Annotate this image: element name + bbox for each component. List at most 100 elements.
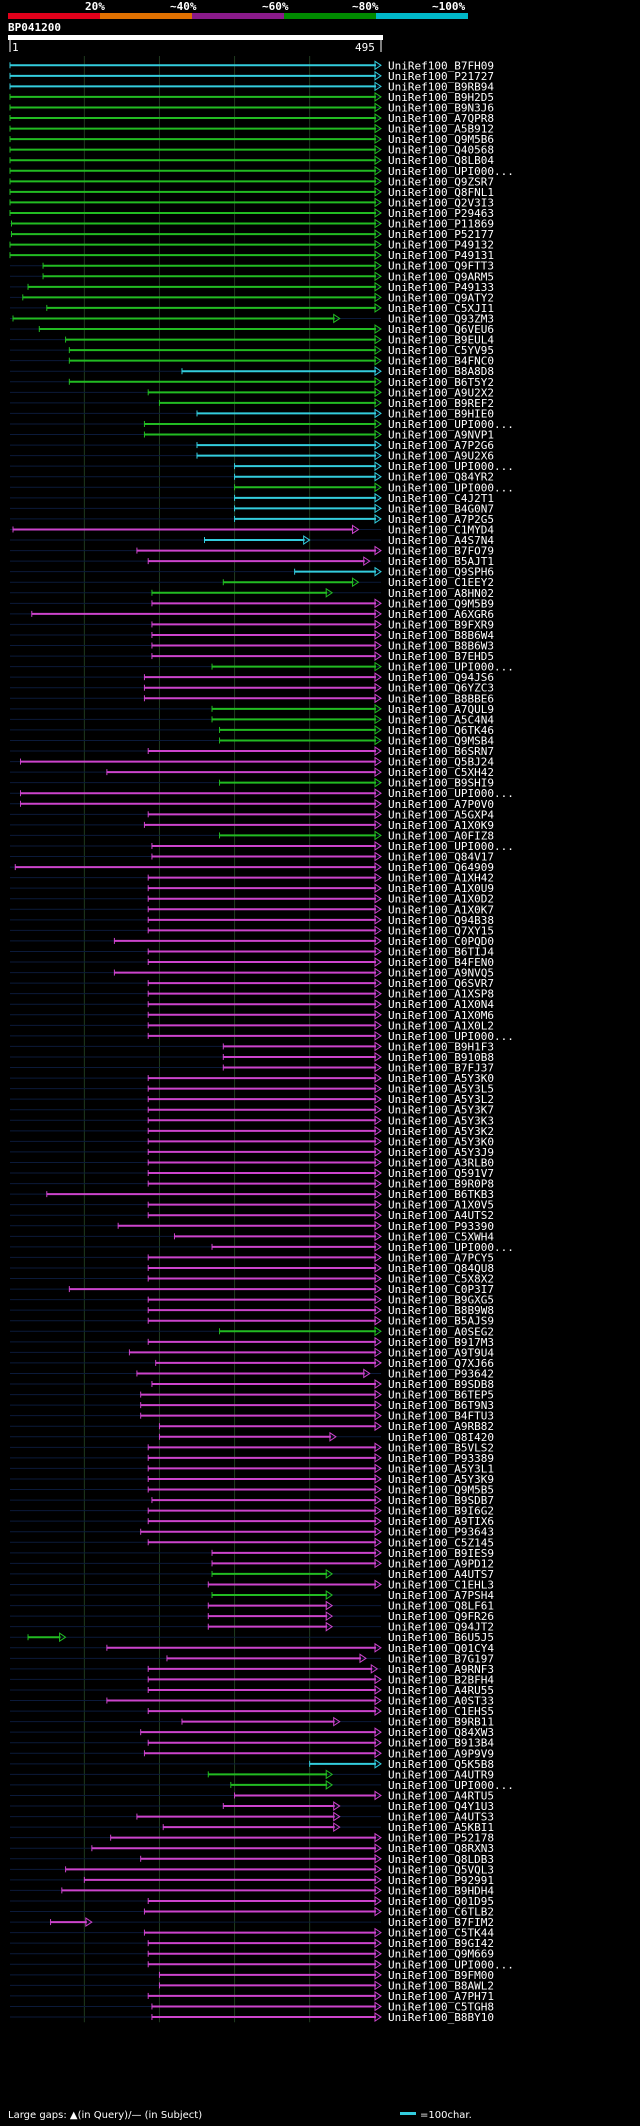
- hit-row[interactable]: UniRef100_Q591V7: [10, 1167, 494, 1180]
- hit-label[interactable]: UniRef100_A4S7N4: [388, 534, 494, 547]
- hit-label[interactable]: UniRef100_B913B4: [388, 1737, 494, 1750]
- hit-label[interactable]: UniRef100_B4G0N7: [388, 502, 494, 515]
- hit-label[interactable]: UniRef100_B9I6G2: [388, 1505, 494, 1518]
- hit-row[interactable]: UniRef100_P92991: [10, 1874, 494, 1887]
- hit-row[interactable]: UniRef100_B6T9N3: [10, 1399, 494, 1412]
- hit-label[interactable]: UniRef100_P93642: [388, 1367, 494, 1380]
- hit-row[interactable]: UniRef100_B7G197: [10, 1652, 494, 1665]
- hit-row[interactable]: UniRef100_Q6VEU6: [10, 323, 494, 336]
- hit-label[interactable]: UniRef100_B9SHI9: [388, 777, 494, 790]
- hit-row[interactable]: UniRef100_P52177: [10, 228, 494, 241]
- hit-row[interactable]: UniRef100_Q93ZM3: [10, 312, 494, 325]
- hit-row[interactable]: UniRef100_A5Y3L1: [10, 1462, 494, 1475]
- hit-row[interactable]: UniRef100_B9RB94: [9, 80, 494, 93]
- hit-row[interactable]: UniRef100_UPI000...: [10, 661, 514, 674]
- hit-row[interactable]: UniRef100_P93643: [10, 1526, 494, 1539]
- hit-label[interactable]: UniRef100_B9HIE0: [388, 407, 494, 420]
- hit-row[interactable]: UniRef100_A7PCY5: [10, 1251, 494, 1264]
- hit-label[interactable]: UniRef100_A5Y3K0: [388, 1072, 494, 1085]
- hit-label[interactable]: UniRef100_A5Y3L5: [388, 1083, 494, 1096]
- hit-row[interactable]: UniRef100_C0PQD0: [10, 935, 494, 948]
- hit-label[interactable]: UniRef100_C5YV95: [388, 344, 494, 357]
- hit-row[interactable]: UniRef100_B8B6W3: [10, 640, 494, 653]
- hit-label[interactable]: UniRef100_A5Y3K9: [388, 1473, 494, 1486]
- hit-label[interactable]: UniRef100_UPI000...: [388, 661, 514, 674]
- hit-row[interactable]: UniRef100_A4UTS2: [10, 1209, 494, 1222]
- hit-label[interactable]: UniRef100_B8B6W4: [388, 629, 494, 642]
- hit-label[interactable]: UniRef100_Q9ATY2: [388, 291, 494, 304]
- hit-row[interactable]: UniRef100_Q9ARM5: [10, 270, 494, 283]
- hit-row[interactable]: UniRef100_Q84QU8: [10, 1262, 494, 1275]
- hit-row[interactable]: UniRef100_B4G0N7: [10, 502, 494, 515]
- hit-row[interactable]: UniRef100_A7P2G6: [10, 439, 494, 452]
- hit-row[interactable]: UniRef100_Q7XY15: [10, 924, 494, 937]
- hit-row[interactable]: UniRef100_B9R0P8: [10, 1178, 494, 1191]
- hit-label[interactable]: UniRef100_A9P9V9: [388, 1747, 494, 1760]
- hit-label[interactable]: UniRef100_C6TLB2: [388, 1906, 494, 1919]
- hit-label[interactable]: UniRef100_A1X0K7: [388, 903, 494, 916]
- hit-row[interactable]: UniRef100_A5B912: [9, 123, 494, 136]
- hit-row[interactable]: UniRef100_Q8LF61: [10, 1600, 494, 1613]
- hit-label[interactable]: UniRef100_Q6VEU6: [388, 323, 494, 336]
- hit-row[interactable]: UniRef100_B5VLS2: [10, 1441, 494, 1454]
- hit-label[interactable]: UniRef100_Q8FNL1: [388, 186, 494, 199]
- hit-label[interactable]: UniRef100_A4UTS3: [388, 1811, 494, 1824]
- hit-label[interactable]: UniRef100_A7QPR8: [388, 112, 494, 125]
- hit-label[interactable]: UniRef100_A7PSH4: [388, 1589, 494, 1602]
- hit-row[interactable]: UniRef100_Q9ATY2: [10, 291, 494, 304]
- hit-row[interactable]: UniRef100_Q5VQL3: [10, 1863, 494, 1876]
- hit-label[interactable]: UniRef100_A9U2X2: [388, 386, 494, 399]
- hit-row[interactable]: UniRef100_C5TK44: [10, 1927, 494, 1940]
- hit-row[interactable]: UniRef100_Q6YZC3: [10, 682, 494, 695]
- hit-label[interactable]: UniRef100_B7FH09: [388, 59, 494, 72]
- hit-label[interactable]: UniRef100_B6U5J5: [388, 1631, 494, 1644]
- hit-label[interactable]: UniRef100_A5GXP4: [388, 808, 494, 821]
- hit-row[interactable]: UniRef100_B6T5Y2: [10, 376, 494, 389]
- hit-label[interactable]: UniRef100_P93389: [388, 1452, 494, 1465]
- hit-label[interactable]: UniRef100_B7FO79: [388, 545, 494, 558]
- hit-label[interactable]: UniRef100_P49133: [388, 281, 494, 294]
- hit-row[interactable]: UniRef100_Q40568: [9, 144, 494, 157]
- hit-label[interactable]: UniRef100_UPI000...: [388, 460, 514, 473]
- hit-row[interactable]: UniRef100_B9RB11: [10, 1716, 494, 1729]
- hit-row[interactable]: UniRef100_Q2V3I3: [9, 196, 494, 209]
- hit-row[interactable]: UniRef100_A5Y3K0: [10, 1135, 494, 1148]
- hit-row[interactable]: UniRef100_B6TIJ4: [10, 945, 494, 958]
- hit-row[interactable]: UniRef100_B8BBE6: [10, 692, 494, 705]
- hit-row[interactable]: UniRef100_Q94JT2: [10, 1621, 494, 1634]
- hit-label[interactable]: UniRef100_Q8RXN3: [388, 1842, 494, 1855]
- hit-row[interactable]: UniRef100_A9P9V9: [10, 1747, 494, 1760]
- hit-label[interactable]: UniRef100_B9H2D5: [388, 91, 494, 104]
- hit-row[interactable]: UniRef100_A7PH71: [10, 1990, 494, 2003]
- hit-row[interactable]: UniRef100_B8A8D8: [10, 365, 494, 378]
- hit-row[interactable]: UniRef100_A1X0K9: [10, 819, 494, 832]
- hit-row[interactable]: UniRef100_B6TKB3: [10, 1188, 494, 1201]
- hit-row[interactable]: UniRef100_B9SDB7: [10, 1494, 494, 1507]
- hit-label[interactable]: UniRef100_C1EHS5: [388, 1705, 494, 1718]
- hit-row[interactable]: UniRef100_B4FTU3: [10, 1410, 494, 1423]
- hit-label[interactable]: UniRef100_B4FEN0: [388, 956, 494, 969]
- hit-label[interactable]: UniRef100_B4FTU3: [388, 1410, 494, 1423]
- hit-row[interactable]: UniRef100_Q8FNL1: [9, 186, 494, 199]
- hit-row[interactable]: UniRef100_B9H2D5: [9, 91, 494, 104]
- hit-label[interactable]: UniRef100_P92991: [388, 1874, 494, 1887]
- hit-row[interactable]: UniRef100_Q9SPH6: [10, 566, 494, 579]
- hit-row[interactable]: UniRef100_P52178: [10, 1832, 494, 1845]
- hit-row[interactable]: UniRef100_A1X0L2: [10, 1019, 494, 1032]
- hit-row[interactable]: UniRef100_B9HDH4: [10, 1884, 494, 1897]
- hit-row[interactable]: UniRef100_A5Y3K2: [10, 1125, 494, 1138]
- hit-label[interactable]: UniRef100_Q8I420: [388, 1431, 494, 1444]
- hit-label[interactable]: UniRef100_A4RU55: [388, 1684, 494, 1697]
- hit-label[interactable]: UniRef100_UPI000...: [388, 165, 514, 178]
- hit-label[interactable]: UniRef100_A1X0D2: [388, 893, 494, 906]
- hit-row[interactable]: UniRef100_B9N3J6: [9, 101, 494, 114]
- hit-label[interactable]: UniRef100_Q9ARM5: [388, 270, 494, 283]
- hit-row[interactable]: UniRef100_Q5K5B8: [10, 1758, 494, 1771]
- hit-row[interactable]: UniRef100_C1MYD4: [10, 523, 494, 536]
- hit-row[interactable]: UniRef100_B8B6W4: [10, 629, 494, 642]
- hit-label[interactable]: UniRef100_A4UTS2: [388, 1209, 494, 1222]
- hit-row[interactable]: UniRef100_A9TIX6: [10, 1515, 494, 1528]
- hit-row[interactable]: UniRef100_Q01CY4: [10, 1642, 494, 1655]
- hit-label[interactable]: UniRef100_UPI000...: [388, 1958, 514, 1971]
- hit-row[interactable]: UniRef100_B9GI42: [10, 1937, 494, 1950]
